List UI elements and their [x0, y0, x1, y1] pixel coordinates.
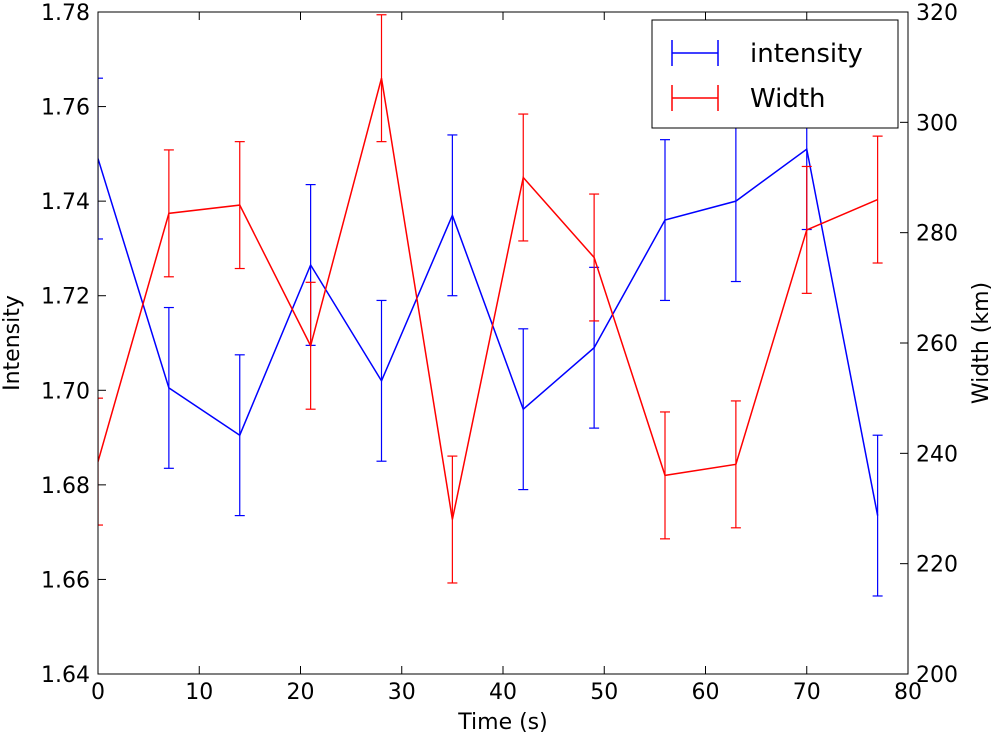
intensity-series-line	[98, 147, 879, 516]
y-tick-label: 1.64	[41, 663, 90, 688]
width-errorbar	[589, 193, 600, 322]
legend-item-width: Width	[671, 84, 826, 114]
y2-tick-label: 280	[916, 222, 958, 247]
y2-tick-label: 320	[916, 1, 958, 26]
intensity-errorbar	[872, 434, 883, 597]
width-errorbar	[801, 165, 812, 294]
intensity-errorbar	[163, 306, 174, 469]
x-tick-label: 60	[692, 680, 720, 705]
y2-tick-label: 240	[916, 442, 958, 467]
x-tick-label: 40	[489, 680, 517, 705]
width-errorbar	[234, 141, 245, 270]
y-tick-label: 1.76	[41, 96, 90, 121]
x-tick-label: 70	[793, 680, 821, 705]
intensity-errorbar	[234, 354, 245, 517]
width-errorbar	[518, 113, 529, 242]
y-tick-label: 1.74	[41, 190, 90, 215]
legend-width-label: Width	[750, 84, 826, 114]
intensity-errorbar	[730, 120, 741, 283]
y-axis-title: Intensity	[0, 295, 25, 391]
legend-box	[651, 19, 899, 129]
width-errorbar	[163, 149, 174, 278]
width-series-line	[98, 78, 878, 520]
y2-tick-label: 200	[916, 663, 958, 688]
legend-item-intensity: intensity	[671, 39, 863, 69]
width-errorbar	[730, 400, 741, 529]
ticks-layer: 0 10 20 30 40 50 60 70 80 1.64 1.66 1.68 1.70 1.72 1.7…	[41, 1, 958, 705]
x-tick-label: 30	[388, 680, 416, 705]
y-tick-label: 1.66	[41, 568, 90, 593]
intensity-errorbar	[447, 134, 458, 297]
series-group	[98, 14, 883, 597]
x-axis-title: Time (s)	[457, 710, 547, 735]
y2-tick-label: 220	[916, 553, 958, 578]
legend: intensity Width	[651, 19, 899, 129]
intensity-errorbar	[376, 299, 387, 462]
width-errorbar	[376, 14, 387, 143]
x-tick-label: 80	[894, 680, 922, 705]
intensity-errorbar	[98, 77, 103, 240]
x-tick-label: 0	[91, 680, 105, 705]
x-tick-label: 20	[287, 680, 315, 705]
intensity-errorbar	[518, 328, 529, 491]
marks-layer	[98, 14, 883, 597]
y-tick-label: 1.70	[41, 379, 90, 404]
x-tick-label: 50	[590, 680, 618, 705]
width-errorbar	[872, 135, 883, 264]
x-tick-label: 10	[185, 680, 213, 705]
y-tick-label: 1.78	[41, 1, 90, 26]
y2-tick-label: 260	[916, 332, 958, 357]
y2-tick-label: 300	[916, 111, 958, 136]
width-errorbar	[660, 411, 670, 540]
y-tick-label: 1.72	[41, 285, 90, 310]
y2-axis-title: Width (km)	[969, 282, 994, 404]
intensity-errorbar	[660, 139, 670, 302]
width-errorbar	[447, 455, 458, 584]
legend-intensity-label: intensity	[750, 39, 863, 69]
width-errorbar	[305, 281, 316, 410]
width-errorbar	[98, 397, 103, 526]
y-tick-label: 1.68	[41, 474, 90, 499]
